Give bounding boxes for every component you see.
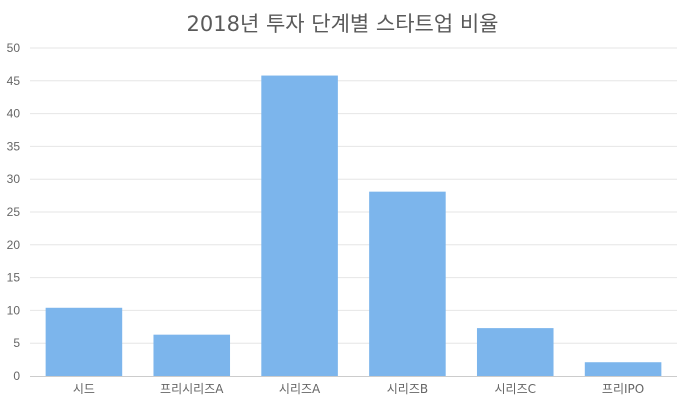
bar-2	[261, 75, 338, 376]
y-tick-label: 40	[7, 107, 21, 121]
x-tick-label: 시리즈B	[387, 382, 428, 396]
y-tick-label: 15	[7, 271, 21, 285]
y-tick-label: 10	[7, 303, 21, 317]
chart-title: 2018년 투자 단계별 스타트업 비율	[186, 12, 499, 36]
bar-1	[153, 334, 231, 376]
x-tick-label: 프리시리즈A	[160, 382, 224, 396]
y-tick-label: 0	[13, 369, 20, 383]
y-tick-label: 30	[7, 172, 21, 186]
y-tick-label: 20	[7, 238, 21, 252]
bar-0	[45, 307, 123, 376]
bar-4	[476, 328, 554, 376]
bar-5	[584, 362, 662, 376]
x-tick-label: 시리즈C	[495, 382, 537, 396]
y-tick-label: 25	[7, 205, 21, 219]
x-tick-label: 시리즈A	[279, 382, 321, 396]
y-tick-label: 35	[7, 139, 21, 153]
x-tick-label: 프리IPO	[602, 382, 644, 396]
x-tick-label: 시드	[73, 382, 95, 396]
bar-3	[369, 191, 446, 376]
y-tick-label: 50	[7, 41, 21, 55]
y-tick-label: 5	[13, 336, 20, 350]
y-tick-label: 45	[7, 74, 21, 88]
